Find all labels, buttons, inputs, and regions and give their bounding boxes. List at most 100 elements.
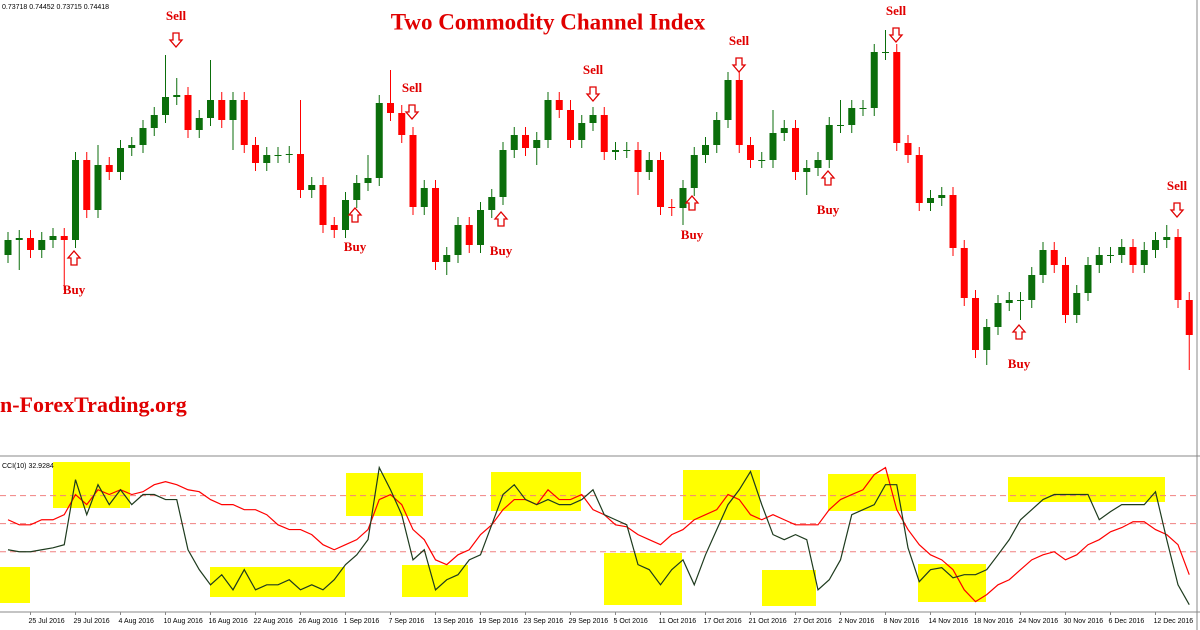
candle-body [477,210,484,245]
candle-body [1017,300,1024,301]
signal-label: Sell [729,33,750,48]
candle-body [668,207,676,208]
candle-body [420,188,428,207]
candle-body [105,165,113,172]
candle-body [702,145,709,155]
candle-body [747,145,754,160]
signal-label: Buy [1008,356,1031,371]
candle-body [184,95,192,130]
signal-arrow [493,211,509,227]
candle-body [803,168,811,172]
candle-body [1028,275,1036,300]
x-tick-label: 17 Oct 2016 [704,618,742,625]
candle-body [499,150,507,197]
highlight-box [828,474,916,511]
x-tick-label: 29 Sep 2016 [569,618,609,625]
candle-body [60,236,68,240]
candle-body [510,135,518,150]
candle-body [949,195,957,248]
x-tick-label: 6 Dec 2016 [1109,618,1145,625]
signal-arrow [1169,202,1185,218]
candle-body [1050,250,1058,265]
candle-body [150,115,158,128]
candle-body [882,52,889,53]
candle-body [859,108,867,109]
signal-arrow [168,32,184,48]
candle-body [488,197,496,210]
candle-body [623,150,631,151]
candle-body [657,160,664,207]
indicator-label: CCI(10) 32.9284 [2,463,54,470]
candle-body [207,100,214,118]
candle-body [1084,265,1092,293]
candle-body [915,155,923,203]
candle-body [218,100,226,120]
candle-body [1174,237,1182,300]
candle-body [1129,247,1137,265]
candle-body [330,225,338,230]
candle-body [870,52,878,108]
candle-body [49,236,57,240]
candle-body [690,155,698,188]
candle-body [814,160,822,168]
signal-arrow [585,86,601,102]
candle-body [432,188,439,262]
candle-body [927,198,934,203]
signal-arrow [888,27,904,43]
candle-body [162,97,169,115]
x-tick-label: 22 Aug 2016 [254,618,293,625]
candle-body [758,160,766,161]
candle-body [409,135,417,207]
chart-title: Two Commodity Channel Index [391,9,706,34]
x-tick-label: 24 Nov 2016 [1019,618,1059,625]
candle-body [837,125,844,126]
candle-body [139,128,147,145]
x-tick-label: 18 Nov 2016 [974,618,1014,625]
highlight-box [683,470,760,520]
candle-body [229,100,237,120]
x-tick-label: 26 Aug 2016 [299,618,338,625]
candle-body [600,115,608,152]
signal-label: Buy [344,239,367,254]
candle-body [1073,293,1081,315]
signal-arrow [684,195,700,211]
candle-body [263,155,271,163]
signal-arrow [347,207,363,223]
x-tick-label: 10 Aug 2016 [164,618,203,625]
candle-body [567,110,574,140]
candle-body [713,120,721,145]
candle-body [1140,250,1148,265]
candle-body [645,160,653,172]
highlight-box [604,553,682,605]
highlight-box [346,473,423,516]
candle-body [308,185,316,190]
candle-body [465,225,473,245]
signal-label: Sell [583,62,604,77]
candle-body [443,255,451,262]
candle-body [1185,300,1193,335]
x-tick-label: 8 Nov 2016 [884,618,920,625]
candle-body [825,125,833,160]
x-tick-label: 21 Oct 2016 [749,618,787,625]
candle-body [634,150,642,172]
x-tick-label: 16 Aug 2016 [209,618,248,625]
signal-label: Buy [63,282,86,297]
price-header: 0.73718 0.74452 0.73715 0.74418 [2,4,109,11]
highlight-box [210,567,345,597]
highlight-box [0,567,30,603]
signal-arrow [66,250,82,266]
highlight-box [402,565,468,597]
candle-body [792,128,799,172]
x-tick-label: 7 Sep 2016 [389,618,425,625]
candle-body [769,133,777,160]
x-tick-label: 23 Sep 2016 [524,618,564,625]
candle-body [522,135,529,148]
candle-body [589,115,597,123]
signal-label: Sell [166,8,187,23]
candle-body [1118,247,1126,255]
candle-body [1107,255,1114,256]
x-tick-label: 25 Jul 2016 [29,618,65,625]
signal-arrow [820,170,836,186]
x-tick-label: 29 Jul 2016 [74,618,110,625]
highlight-box [53,462,130,508]
